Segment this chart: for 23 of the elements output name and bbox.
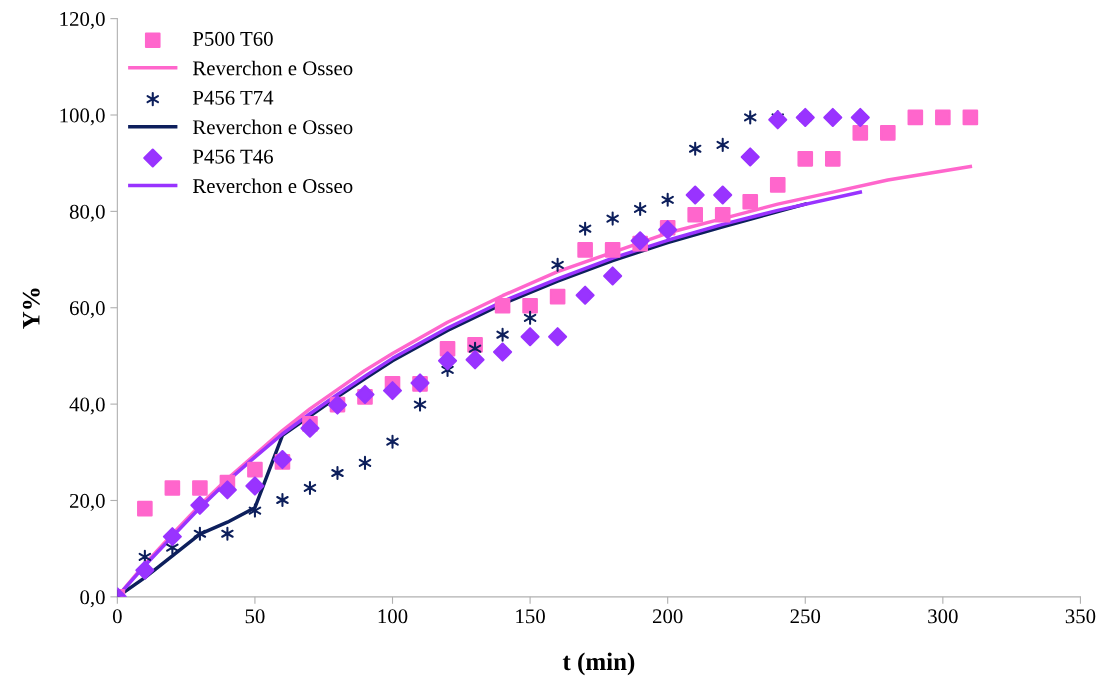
y-tick-label: 120,0 — [60, 12, 105, 30]
x-tick-label: 100 — [378, 609, 408, 624]
y-axis-title: Y% — [22, 288, 40, 329]
x-tick-label: 0 — [112, 609, 122, 624]
x-axis-title: t (min) — [562, 652, 635, 676]
legend-label: P456 T74 — [192, 90, 274, 105]
legend-label: Reverchon e Osseo — [192, 60, 353, 76]
y-tick-label: 20,0 — [69, 493, 105, 511]
x-tick-label: 250 — [790, 609, 821, 624]
x-tick-label: 150 — [516, 609, 545, 624]
legend-label: Reverchon e Osseo — [192, 119, 353, 135]
legend-label: Reverchon e Osseo — [192, 178, 353, 194]
x-tick-label: 50 — [245, 609, 265, 624]
y-tick-label: 0,0 — [80, 590, 105, 608]
x-tick-label: 350 — [1065, 609, 1096, 624]
x-tick-label: 300 — [928, 609, 958, 624]
y-tick-label: 60,0 — [69, 301, 105, 319]
x-tick-label: 200 — [652, 609, 683, 624]
y-tick-label: 80,0 — [69, 204, 105, 222]
y-tick-label: 40,0 — [69, 397, 105, 415]
legend-label: P456 T46 — [192, 149, 273, 164]
legend-label: P500 T60 — [192, 31, 273, 46]
y-tick-label: 100,0 — [60, 108, 105, 126]
